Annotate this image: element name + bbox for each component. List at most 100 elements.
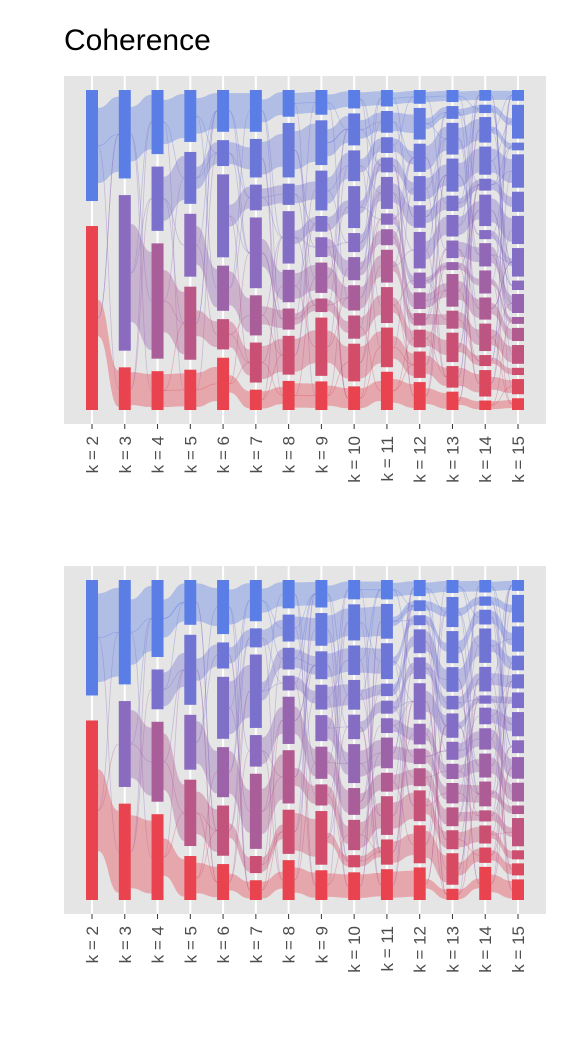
alluvial-thin-flow	[261, 354, 283, 401]
alluvial-thin-flow	[163, 300, 185, 324]
alluvial-thin-flow	[196, 812, 218, 883]
alluvial-thin-flow	[491, 94, 513, 131]
alluvial-thin-flow	[490, 585, 513, 795]
stratum-bar	[413, 176, 426, 202]
alluvial-thin-flow	[228, 152, 250, 198]
stratum-bar	[446, 741, 459, 760]
alluvial-thin-flow	[458, 699, 480, 704]
stratum-bar	[184, 151, 197, 204]
stratum-bar	[512, 712, 524, 737]
stratum-bar	[249, 342, 262, 383]
alluvial-thin-flow	[294, 223, 316, 356]
stratum-bar	[380, 839, 393, 865]
alluvial-flow	[425, 216, 447, 260]
alluvial-thin-flow	[359, 97, 382, 328]
alluvial-thin-flow	[490, 645, 513, 725]
stratum-bar	[413, 231, 426, 269]
alluvial-thin-flow	[425, 733, 447, 841]
alluvial-thin-flow	[458, 138, 480, 309]
alluvial-thin-flow	[327, 593, 349, 696]
alluvial-thin-flow	[359, 763, 382, 816]
alluvial-thin-flow	[261, 831, 283, 891]
plot-panel-background	[64, 566, 546, 914]
x-tick-label: k = 10	[345, 926, 364, 973]
alluvial-thin-flow	[261, 831, 283, 865]
alluvial-thin-flow	[392, 660, 414, 702]
alluvial-flow	[360, 739, 381, 777]
stratum-bar	[479, 666, 492, 692]
alluvial-flow	[294, 330, 316, 372]
alluvial-thin-flow	[163, 121, 185, 179]
alluvial-thin-flow	[490, 600, 513, 793]
alluvial-thin-flow	[195, 110, 218, 246]
alluvial-thin-flow	[458, 586, 480, 647]
stratum-bar	[479, 753, 492, 778]
alluvial-flow	[327, 684, 349, 708]
alluvial-thin-flow	[294, 682, 316, 886]
stratum-bar	[151, 814, 164, 900]
stratum-bar	[348, 872, 361, 900]
stratum-bar	[315, 170, 328, 211]
alluvial-thin-flow	[261, 750, 283, 881]
alluvial-thin-flow	[425, 265, 447, 281]
stratum-bar	[446, 763, 459, 779]
alluvial-thin-flow	[294, 149, 316, 279]
alluvial-thin-flow	[392, 689, 415, 807]
stratum-bar	[249, 580, 262, 622]
alluvial-flow	[327, 330, 349, 379]
alluvial-flow	[458, 635, 480, 690]
alluvial-flow	[491, 874, 512, 899]
alluvial-thin-flow	[392, 667, 415, 853]
stratum-bar	[413, 205, 426, 228]
alluvial-flow	[130, 815, 152, 894]
x-tick-label: k = 7	[247, 436, 266, 473]
alluvial-thin-flow	[359, 97, 382, 208]
alluvial-thin-flow	[392, 660, 415, 807]
alluvial-thin-flow	[458, 585, 480, 895]
stratum-bar	[512, 317, 524, 324]
alluvial-thin-flow	[327, 129, 349, 279]
stratum-bar	[479, 270, 492, 294]
stratum-bar	[380, 603, 393, 639]
alluvial-thin-flow	[425, 667, 447, 727]
alluvial-thin-flow	[392, 619, 414, 622]
stratum-bar	[282, 580, 295, 609]
alluvial-thin-flow	[392, 587, 415, 754]
alluvial-thin-flow	[425, 725, 447, 845]
alluvial-thin-flow	[392, 338, 414, 392]
alluvial-thin-flow	[97, 637, 120, 853]
alluvial-flow	[261, 92, 283, 123]
alluvial-thin-flow	[490, 616, 513, 748]
alluvial-thin-flow	[458, 715, 480, 772]
stratum-bar	[380, 249, 393, 283]
alluvial-flow	[392, 833, 414, 863]
stratum-bar	[118, 195, 131, 351]
alluvial-thin-flow	[294, 101, 316, 104]
alluvial-thin-flow	[458, 129, 480, 378]
alluvial-thin-flow	[458, 725, 480, 795]
alluvial-flow	[425, 615, 447, 652]
alluvial-thin-flow	[196, 152, 218, 179]
alluvial-flow	[425, 878, 447, 900]
alluvial-flow	[392, 601, 414, 626]
stratum-bar	[479, 400, 492, 410]
alluvial-flow	[392, 158, 414, 195]
alluvial-thin-flow	[425, 138, 447, 302]
stratum-bar	[315, 215, 328, 232]
alluvial-thin-flow	[425, 776, 447, 895]
alluvial-flow	[491, 729, 512, 777]
stratum-bar	[380, 718, 393, 734]
stratum-bar	[348, 257, 361, 281]
stratum-bar	[315, 613, 328, 646]
alluvial-thin-flow	[327, 246, 349, 399]
x-tick-label: k = 13	[443, 436, 462, 483]
stratum-bar	[413, 657, 426, 680]
alluvial-thin-flow	[491, 254, 513, 321]
alluvial-flow	[392, 260, 414, 325]
stratum-bar	[413, 382, 426, 410]
alluvial-flow	[327, 751, 349, 813]
alluvial-thin-flow	[491, 746, 513, 795]
alluvial-thin-flow	[392, 192, 414, 251]
alluvial-flow	[163, 373, 185, 408]
alluvial-flow	[425, 769, 447, 825]
